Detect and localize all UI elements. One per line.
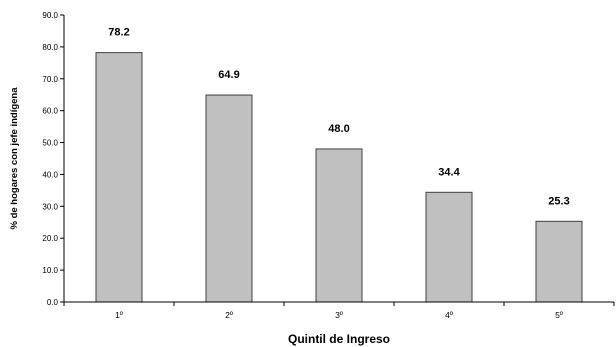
y-tick-label: 50.0 <box>42 139 58 148</box>
y-tick-label: 0.0 <box>47 298 59 307</box>
x-category-label: 1º <box>115 310 123 320</box>
y-tick-label: 40.0 <box>42 170 58 179</box>
y-axis-title: % de hogares con jefe indígena <box>9 87 20 230</box>
y-tick-label: 80.0 <box>42 43 58 52</box>
data-label: 64.9 <box>218 69 239 81</box>
y-tick-label: 20.0 <box>42 234 58 243</box>
bars <box>95 52 583 303</box>
data-label: 78.2 <box>108 27 129 39</box>
x-category-label: 5º <box>555 310 563 320</box>
data-label: 25.3 <box>548 195 569 207</box>
y-tick-label: 30.0 <box>42 202 58 211</box>
bar <box>315 148 363 303</box>
bar <box>95 52 143 303</box>
bar <box>205 94 253 303</box>
y-tick-label: 60.0 <box>42 107 58 116</box>
y-tick-label: 90.0 <box>42 11 58 20</box>
y-tick-label: 10.0 <box>42 266 58 275</box>
x-category-label: 3º <box>335 310 343 320</box>
x-category-label: 2º <box>225 310 233 320</box>
data-labels: 78.2 64.9 48.0 34.4 25.3 <box>108 27 569 208</box>
bar <box>425 191 473 303</box>
bar <box>535 220 583 303</box>
y-axis-ticks: 0.0 10.0 20.0 30.0 40.0 50.0 60.0 70.0 80.0 90.0 <box>42 11 64 307</box>
y-tick-label: 70.0 <box>42 75 58 84</box>
data-label: 48.0 <box>328 123 349 135</box>
x-axis-title: Quintil de Ingreso <box>288 332 390 346</box>
data-label: 34.4 <box>438 166 460 178</box>
x-axis-categories: 1º 2º 3º 4º 5º <box>63 302 615 320</box>
x-category-label: 4º <box>445 310 453 320</box>
